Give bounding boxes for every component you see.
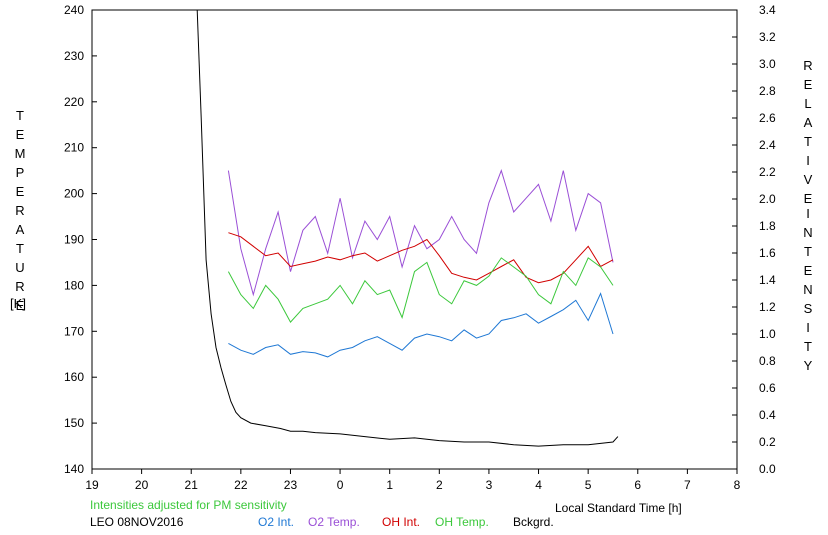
- right-tick-label: 1.2: [759, 300, 776, 314]
- x-tick-label: 0: [337, 478, 344, 492]
- x-tick-label: 3: [486, 478, 493, 492]
- right-tick-label: 0.0: [759, 462, 776, 476]
- left-tick-label: 210: [64, 141, 84, 155]
- axis-title-letter: E: [15, 184, 25, 199]
- axis-title-letter: A: [15, 222, 25, 237]
- series-line-1: [228, 292, 614, 358]
- left-tick-label: 200: [64, 187, 84, 201]
- right-tick-label: 2.8: [759, 84, 776, 98]
- right-tick-label: 3.2: [759, 30, 776, 44]
- left-tick-label: 180: [64, 278, 84, 292]
- left-tick-label: 150: [64, 416, 84, 430]
- x-axis-title: Local Standard Time [h]: [555, 501, 682, 515]
- x-tick-label: 1: [386, 478, 393, 492]
- axis-title-letter: E: [15, 298, 25, 313]
- right-tick-label: 2.6: [759, 111, 776, 125]
- x-tick-label: 7: [684, 478, 691, 492]
- axis-title-letter: E: [803, 191, 813, 206]
- series-line-3: [228, 232, 614, 284]
- left-tick-label: 220: [64, 95, 84, 109]
- axis-title-letter: S: [803, 301, 813, 316]
- axis-title-letter: T: [804, 244, 812, 259]
- right-tick-label: 2.4: [759, 138, 776, 152]
- plot-frame: [91, 9, 738, 470]
- axis-title-letter: I: [806, 153, 810, 168]
- axis-title-letter: N: [803, 282, 813, 297]
- series-line-4: [227, 257, 614, 323]
- legend-bckgrd: Bckgrd.: [513, 515, 554, 529]
- left-tick-label: 160: [64, 370, 84, 384]
- axis-title-letter: R: [15, 203, 25, 218]
- x-tick-label: 6: [634, 478, 641, 492]
- axis-title-letter: N: [803, 225, 813, 240]
- series-line-2: [227, 169, 614, 297]
- left-tick-label: 140: [64, 462, 84, 476]
- right-tick-label: 1.8: [759, 219, 776, 233]
- series-line-5: [196, 9, 619, 447]
- right-tick-label: 0.2: [759, 435, 776, 449]
- axis-title-letter: M: [14, 146, 26, 161]
- axis-title-letter: T: [16, 108, 24, 123]
- right-tick-label: 0.6: [759, 381, 776, 395]
- axis-title-letter: Y: [803, 358, 813, 373]
- axis-title-letter: R: [15, 279, 25, 294]
- axis-title-letter: T: [16, 241, 24, 256]
- axis-title-letter: E: [15, 127, 25, 142]
- x-tick-label: 8: [734, 478, 741, 492]
- sensitivity-note: Intensities adjusted for PM sensitivity: [90, 498, 287, 512]
- x-tick-label: 19: [85, 478, 99, 492]
- left-tick-label: 230: [64, 49, 84, 63]
- right-tick-label: 1.6: [759, 246, 776, 260]
- x-tick-label: 20: [135, 478, 149, 492]
- axis-title-letter: A: [803, 115, 813, 130]
- series-layer: [196, 9, 619, 447]
- left-tick-label: 170: [64, 324, 84, 338]
- axis-title-letter: U: [15, 260, 25, 275]
- axis-title-letter: E: [803, 77, 813, 92]
- x-tick-label: 22: [234, 478, 248, 492]
- left-axis-ticks: 140 150 160 170 180 190 200 210 220 230 240: [64, 3, 97, 476]
- x-axis-ticks: 19 20 21 22 23 0 1 2 3 4 5 6 7 8: [85, 469, 741, 492]
- right-tick-label: 1.0: [759, 327, 776, 341]
- legend-o2-temp: O2 Temp.: [308, 515, 360, 529]
- right-tick-label: 2.2: [759, 165, 776, 179]
- x-tick-label: 2: [436, 478, 443, 492]
- left-axis-unit: [K]: [10, 296, 26, 311]
- right-tick-label: 3.4: [759, 3, 776, 17]
- axis-title-letter: T: [804, 134, 812, 149]
- x-tick-label: 21: [185, 478, 199, 492]
- axis-title-letter: P: [15, 165, 25, 180]
- left-tick-label: 190: [64, 233, 84, 247]
- axis-title-letter: T: [804, 339, 812, 354]
- x-tick-label: 4: [535, 478, 542, 492]
- axis-title-letter: L: [804, 96, 812, 111]
- right-tick-label: 3.0: [759, 57, 776, 71]
- axis-title-letter: I: [806, 320, 810, 335]
- station-date: LEO 08NOV2016: [90, 515, 184, 529]
- x-tick-label: 23: [284, 478, 298, 492]
- right-tick-label: 0.4: [759, 408, 776, 422]
- axis-title-letter: V: [803, 172, 813, 187]
- axis-title-letter: E: [803, 263, 813, 278]
- axis-title-letter: R: [803, 58, 813, 73]
- right-tick-label: 2.0: [759, 192, 776, 206]
- right-tick-label: 1.4: [759, 273, 776, 287]
- legend-o2-int: O2 Int.: [258, 515, 295, 529]
- right-tick-label: 0.8: [759, 354, 776, 368]
- legend-oh-int: OH Int.: [382, 515, 421, 529]
- left-tick-label: 240: [64, 3, 84, 17]
- axis-title-letter: I: [806, 206, 810, 221]
- x-tick-label: 5: [585, 478, 592, 492]
- legend-oh-temp: OH Temp.: [435, 515, 489, 529]
- right-axis-ticks: 0.0 0.2 0.4 0.6 0.8 1.0 1.2 1.4 1.6 1.8 2.0 2.2 2.4 2…: [732, 3, 776, 476]
